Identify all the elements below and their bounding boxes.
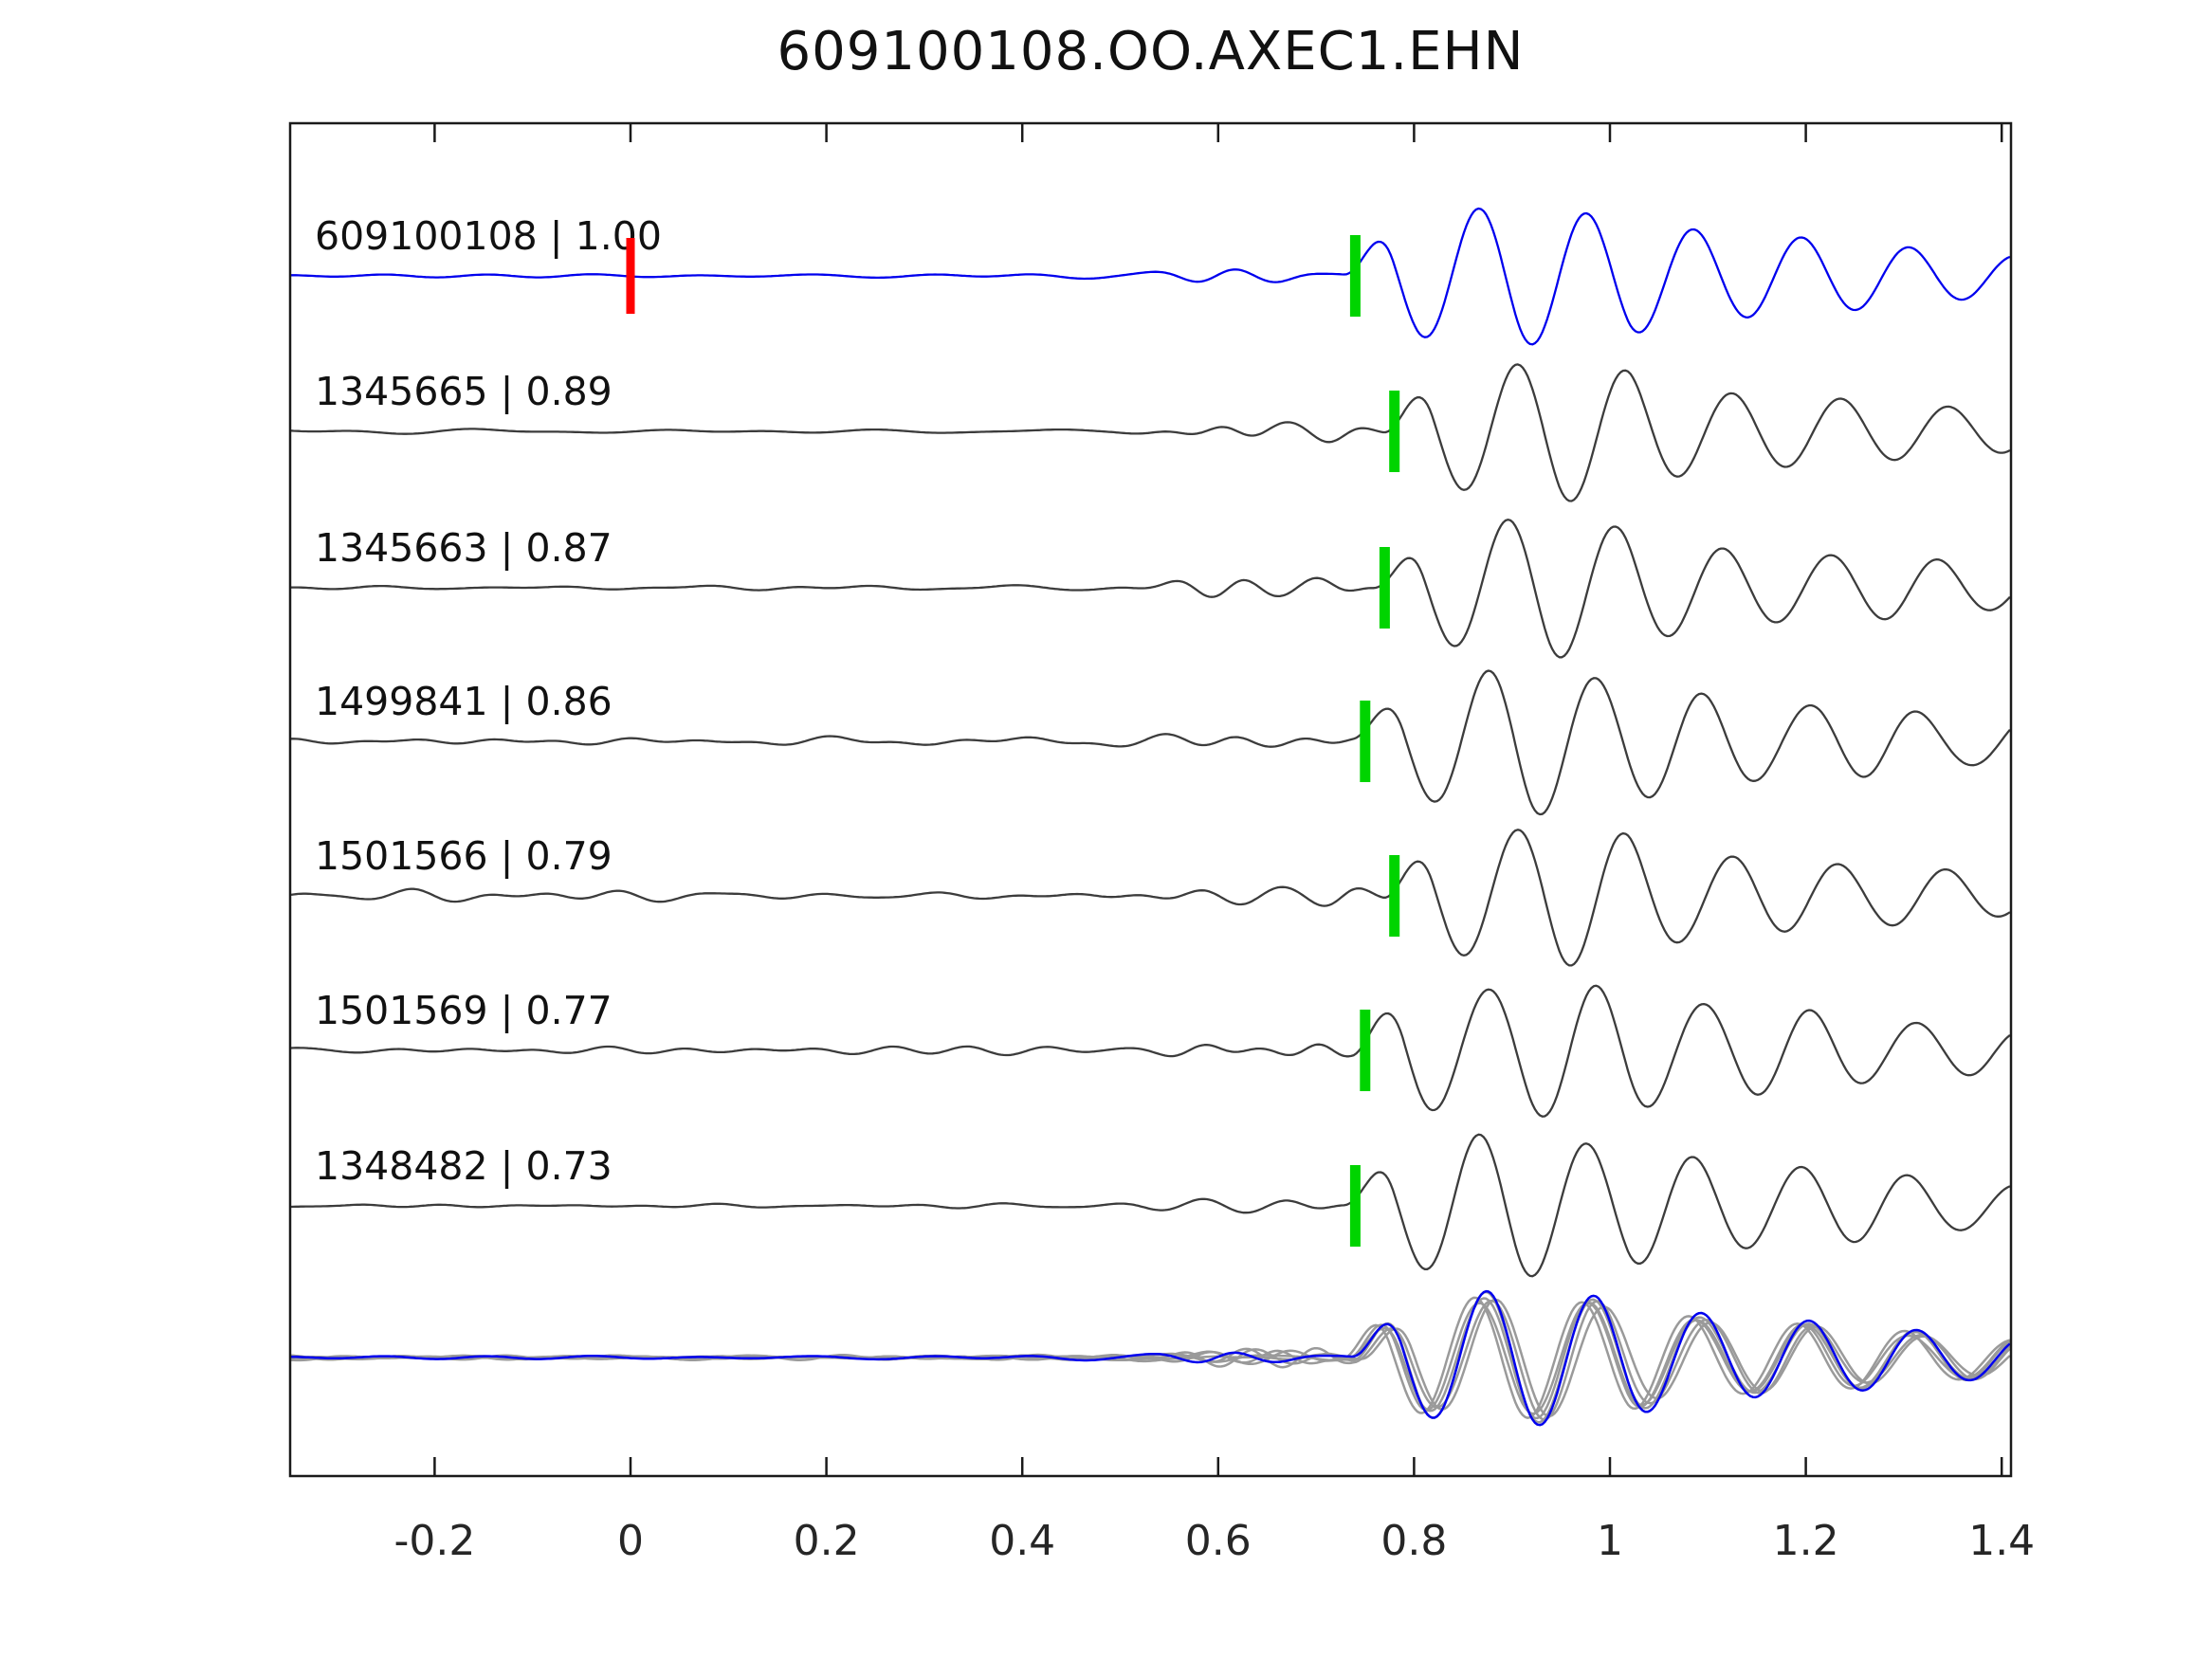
overlay-detection-trace (290, 1297, 2011, 1420)
pick-marker-green (1389, 391, 1400, 472)
x-tick-label: 0 (617, 1517, 644, 1565)
trace-label: 1345663 | 0.87 (315, 525, 612, 571)
trace-labels: 609100108 | 1.00 1345665 | 0.89 1345663 … (315, 213, 662, 1189)
waveform-trace-1501566 (290, 829, 2011, 967)
trace-label: 609100108 | 1.00 (315, 213, 662, 259)
x-tick-label: 1.2 (1773, 1517, 1839, 1565)
waveform-trace-1501569 (290, 984, 2011, 1118)
x-tick-label: 0.8 (1380, 1517, 1447, 1565)
plot-frame (288, 121, 2013, 1478)
overlay-template-trace (291, 1289, 2011, 1427)
trace-label: 1345665 | 0.89 (315, 369, 612, 414)
x-tick-label: 0.2 (794, 1517, 860, 1565)
waveform-traces (290, 207, 2011, 1427)
pick-marker-green (1360, 701, 1371, 782)
x-tick-label: 1.4 (1968, 1517, 2035, 1565)
pick-marker-green (1349, 1165, 1361, 1247)
x-tick-label: 0.4 (989, 1517, 1055, 1565)
trace-label: 1501569 | 0.77 (315, 988, 612, 1033)
template-zero-marker-red (626, 238, 635, 314)
pick-markers (626, 235, 1400, 1247)
x-tick-label: 1 (1597, 1517, 1623, 1565)
x-tick-label: 0.6 (1185, 1517, 1252, 1565)
pick-marker-green (1360, 1010, 1371, 1091)
chart-title: 609100108.OO.AXEC1.EHN (777, 21, 1525, 82)
waveform-trace-609100108 (291, 207, 2011, 346)
waveform-trace-1345663 (291, 519, 2011, 659)
waveform-trace-1348482 (290, 1133, 2011, 1278)
pick-marker-green (1389, 855, 1400, 937)
pick-marker-green (1379, 547, 1390, 629)
x-axis-tick-labels: -0.2 0 0.2 0.4 0.6 0.8 1 1.2 1.4 (393, 1517, 2035, 1565)
plot-border (288, 121, 2013, 1478)
pick-marker-green (1349, 235, 1361, 317)
trace-label: 1348482 | 0.73 (315, 1143, 612, 1189)
x-tick-label: -0.2 (393, 1517, 475, 1565)
trace-label: 1499841 | 0.86 (315, 679, 612, 724)
trace-label: 1501566 | 0.79 (315, 833, 612, 879)
waveform-trace-1499841 (291, 669, 2011, 816)
waveform-trace-1345665 (290, 363, 2011, 502)
